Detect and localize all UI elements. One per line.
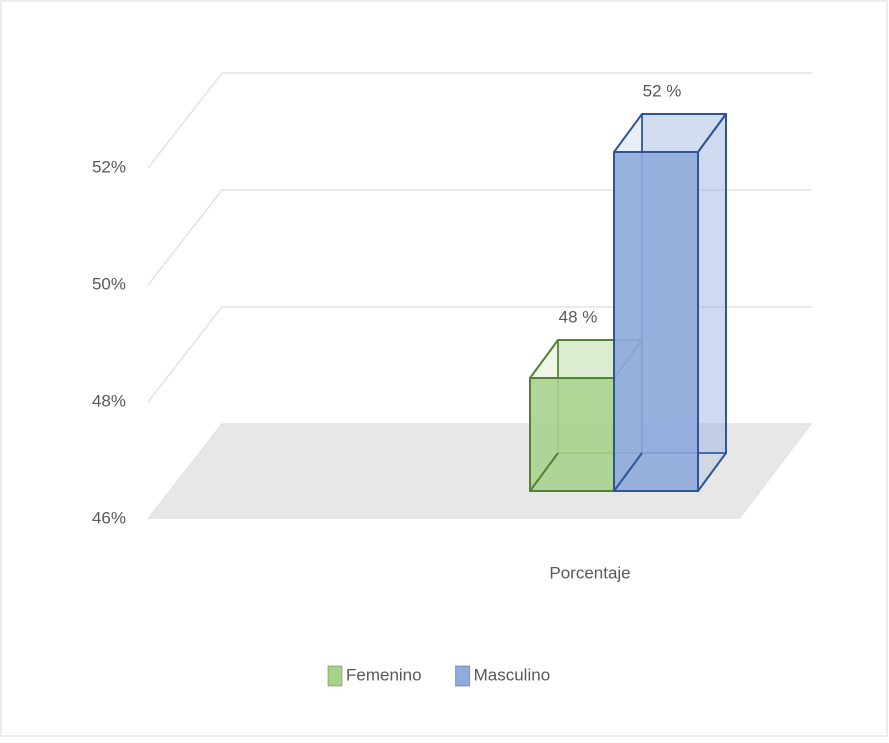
value-label: 52 % <box>643 81 682 100</box>
bar-side <box>697 113 727 492</box>
y-tick-label: 48% <box>92 391 126 410</box>
legend-swatch <box>455 665 471 687</box>
grid-line <box>147 189 223 286</box>
legend-swatch <box>327 665 343 687</box>
grid-line <box>147 423 223 520</box>
y-tick-label: 50% <box>92 274 126 293</box>
bar-edge <box>613 452 643 492</box>
grid-line <box>147 72 223 169</box>
bar-edge <box>529 452 559 492</box>
bar <box>613 151 699 492</box>
legend-label: Femenino <box>346 665 422 684</box>
value-label: 48 % <box>559 307 598 326</box>
grid-line <box>147 306 223 403</box>
x-tick-label: Porcentaje <box>549 563 630 582</box>
y-tick-label: 46% <box>92 508 126 527</box>
legend-label: Masculino <box>474 665 551 684</box>
bar <box>529 377 615 492</box>
y-tick-label: 52% <box>92 157 126 176</box>
